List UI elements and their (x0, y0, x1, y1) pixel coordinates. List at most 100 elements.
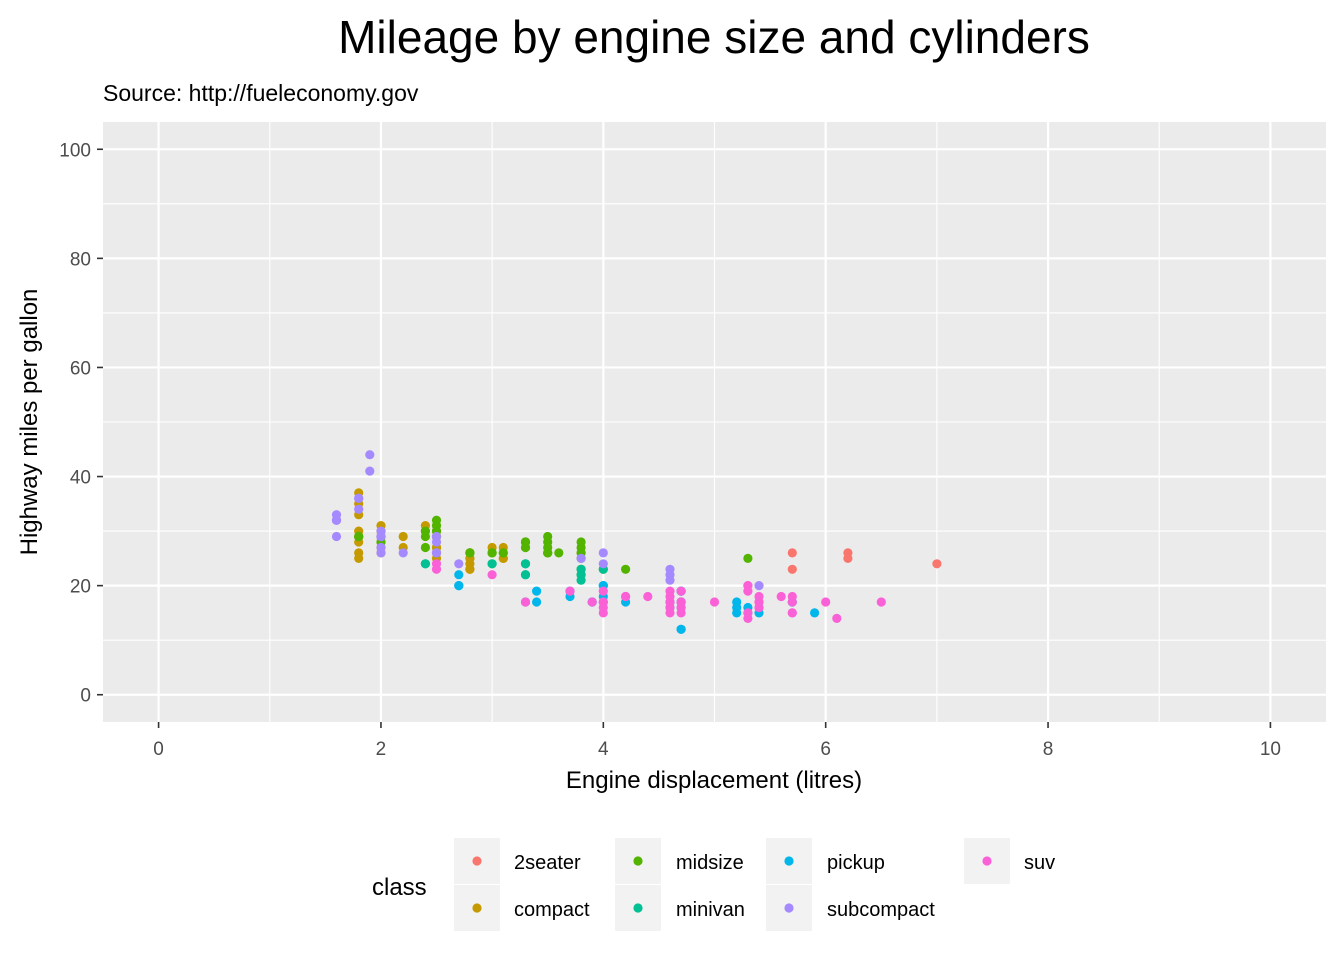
data-point (598, 548, 608, 558)
series-subcompact (331, 450, 764, 591)
y-axis: 0 20 40 60 80 100 (59, 140, 103, 707)
data-point (354, 504, 364, 514)
legend-marker (982, 856, 992, 866)
data-point (532, 597, 542, 607)
legend-marker (633, 903, 643, 913)
x-axis: 0 2 4 6 8 10 (153, 722, 1281, 760)
data-point (398, 531, 408, 542)
data-point (787, 591, 797, 602)
series-suv (431, 559, 886, 624)
legend-marker (784, 856, 794, 866)
x-axis-title: Engine displacement (litres) (566, 767, 862, 794)
data-point (331, 531, 342, 542)
data-point (576, 542, 586, 553)
data-point (754, 581, 764, 591)
series-2seater (787, 548, 942, 574)
data-point (732, 602, 742, 613)
data-point (454, 570, 464, 580)
legend-label: subcompact (827, 899, 935, 921)
data-point (520, 597, 531, 607)
legend-marker (472, 856, 482, 866)
legend-label: pickup (827, 852, 885, 874)
x-tick-label: 8 (1043, 739, 1054, 760)
data-point (743, 586, 753, 596)
data-point (354, 553, 364, 564)
chart-title: Mileage by engine size and cylinders (338, 11, 1090, 63)
legend-marker (472, 903, 482, 913)
x-tick-label: 10 (1260, 739, 1281, 760)
data-point (743, 553, 753, 564)
legend-label: minivan (676, 899, 745, 921)
chart-subtitle: Source: http://fueleconomy.gov (103, 80, 419, 106)
data-point (420, 531, 430, 542)
data-point (365, 466, 375, 476)
data-point (565, 586, 575, 596)
y-axis-title: Highway miles per gallon (16, 289, 43, 556)
data-point (487, 548, 497, 558)
data-point (398, 548, 408, 558)
data-point (598, 597, 608, 607)
data-points (331, 450, 942, 634)
legend-label: 2seater (514, 852, 581, 874)
data-point (787, 564, 797, 574)
legend: class 2seater compact midsize minivan pickup… (372, 838, 1055, 931)
data-point (787, 548, 797, 558)
data-point (431, 537, 442, 547)
legend-marker (633, 856, 643, 866)
legend-item-compact: compact (454, 885, 590, 931)
data-point (643, 591, 653, 602)
data-point (365, 450, 375, 460)
y-tick-label: 100 (59, 140, 91, 161)
data-point (354, 493, 364, 503)
legend-item-suv: suv (964, 838, 1055, 884)
data-point (665, 608, 675, 618)
data-point (331, 515, 342, 525)
data-point (420, 542, 430, 553)
data-point (520, 542, 531, 553)
data-point (454, 581, 464, 591)
data-point (665, 586, 675, 596)
data-point (543, 548, 553, 558)
data-point (576, 553, 586, 564)
legend-item-pickup: pickup (766, 838, 885, 884)
data-point (576, 575, 586, 585)
data-point (420, 559, 430, 569)
data-point (821, 597, 831, 607)
data-point (932, 559, 942, 569)
data-point (676, 624, 686, 634)
data-point (543, 537, 553, 547)
x-tick-label: 4 (598, 739, 609, 760)
legend-label: compact (514, 899, 590, 921)
y-tick-label: 40 (70, 468, 91, 489)
data-point (376, 542, 386, 553)
data-point (431, 559, 442, 569)
data-point (376, 531, 386, 542)
data-point (832, 613, 842, 624)
data-point (787, 608, 797, 618)
data-point (665, 575, 675, 585)
legend-item-2seater: 2seater (454, 838, 581, 884)
data-point (520, 559, 531, 569)
data-point (576, 564, 586, 574)
data-point (754, 602, 764, 613)
y-tick-label: 80 (70, 249, 91, 270)
data-point (487, 559, 497, 569)
legend-item-minivan: minivan (615, 885, 745, 931)
data-point (676, 602, 686, 613)
data-point (810, 608, 820, 618)
data-point (354, 531, 364, 542)
legend-title: class (372, 874, 427, 901)
data-point (665, 597, 675, 607)
data-point (776, 591, 786, 602)
x-tick-label: 2 (376, 739, 387, 760)
data-point (587, 597, 597, 607)
data-point (598, 559, 608, 569)
data-point (843, 553, 853, 564)
y-tick-label: 60 (70, 358, 91, 379)
x-tick-label: 0 (153, 739, 164, 760)
legend-label: suv (1024, 852, 1055, 874)
y-tick-label: 20 (70, 577, 91, 598)
y-tick-label: 0 (80, 686, 91, 707)
data-point (676, 586, 686, 596)
